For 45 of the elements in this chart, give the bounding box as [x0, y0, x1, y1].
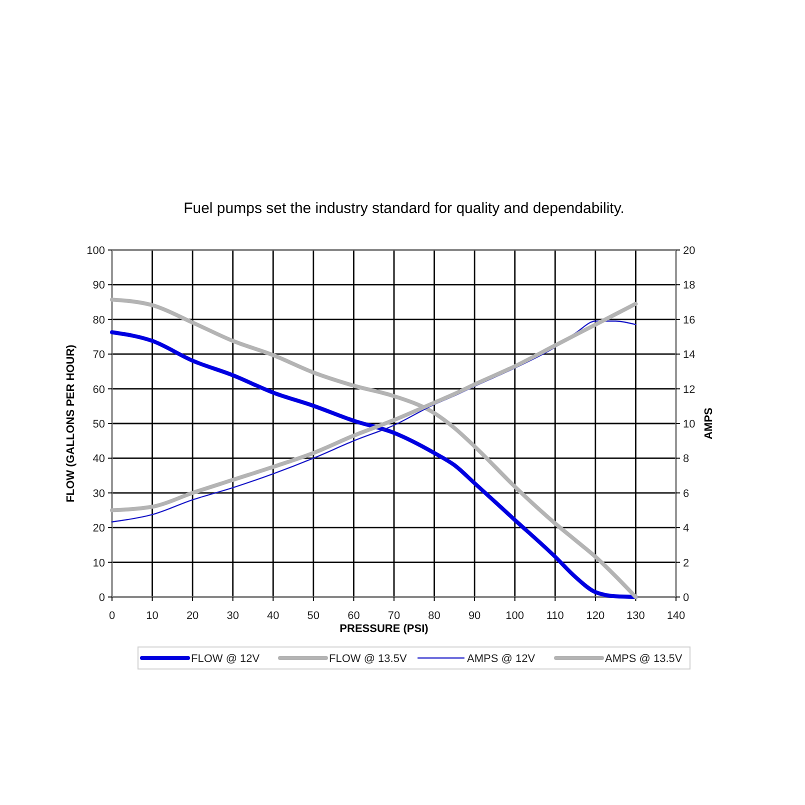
- x-tick-label: 40: [267, 610, 280, 622]
- x-tick-label: 90: [468, 610, 481, 622]
- x-tick-label: 130: [626, 610, 645, 622]
- x-tick-label: 10: [146, 610, 158, 622]
- y-tick-label: 30: [92, 488, 105, 500]
- y2-tick-label: 2: [683, 557, 690, 570]
- y-tick-label: 40: [92, 453, 105, 466]
- x-tick-label: 120: [586, 610, 605, 622]
- y2-tick-label: 8: [683, 453, 690, 466]
- chart-title: Fuel pumps set the industry standard for quality and dependability.: [184, 200, 624, 217]
- legend-label: AMPS @ 12V: [467, 653, 536, 665]
- y-tick-label: 100: [86, 245, 105, 257]
- x-tick-label: 30: [226, 610, 239, 622]
- y-tick-label: 10: [92, 557, 105, 570]
- y2-axis-title: AMPS: [703, 408, 715, 440]
- y-tick-label: 60: [92, 384, 105, 396]
- y2-tick-label: 10: [683, 418, 696, 430]
- x-tick-label: 60: [348, 610, 360, 622]
- x-tick-label: 20: [186, 610, 199, 622]
- y2-tick-label: 0: [683, 592, 690, 604]
- y-tick-label: 90: [92, 280, 105, 292]
- legend-label: AMPS @ 13.5V: [605, 653, 683, 665]
- y2-tick-label: 4: [683, 522, 690, 535]
- legend-label: FLOW @ 13.5V: [329, 653, 408, 665]
- y-tick-label: 20: [92, 522, 105, 535]
- x-tick-label: 100: [506, 610, 524, 622]
- y2-tick-label: 20: [683, 245, 696, 257]
- x-axis-title: PRESSURE (PSI): [340, 623, 429, 635]
- y-axis-title: FLOW (GALLONS PER HOUR): [65, 344, 77, 502]
- y-tick-label: 80: [92, 314, 105, 326]
- y2-tick-label: 16: [683, 314, 696, 326]
- x-tick-label: 0: [108, 610, 116, 622]
- x-tick-label: 80: [428, 610, 440, 622]
- y-tick-label: 50: [92, 418, 105, 430]
- y2-tick-label: 12: [683, 384, 696, 396]
- x-tick-label: 110: [546, 610, 564, 622]
- y2-tick-label: 14: [683, 349, 696, 362]
- x-tick-label: 50: [307, 610, 320, 622]
- x-tick-label: 70: [388, 610, 400, 622]
- x-tick-label: 140: [666, 610, 686, 622]
- legend-label: FLOW @ 12V: [191, 653, 260, 665]
- y-tick-label: 70: [92, 349, 105, 362]
- y-tick-label: 0: [98, 592, 105, 604]
- y2-tick-label: 6: [683, 488, 690, 500]
- y2-tick-label: 18: [683, 280, 696, 292]
